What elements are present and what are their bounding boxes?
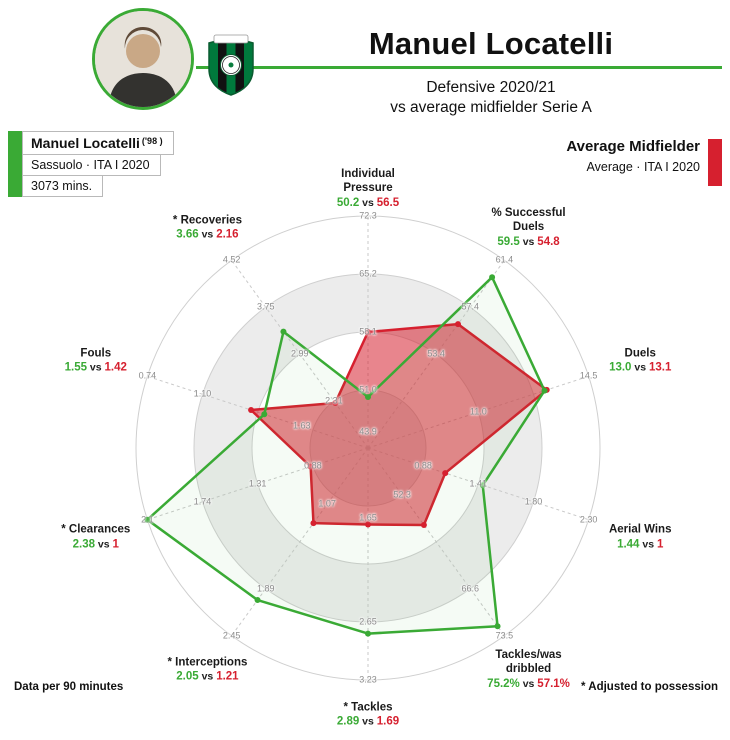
player-vertex-dot [479, 482, 486, 489]
player-vertex-dot [261, 411, 268, 418]
player-vertex-dot [365, 630, 371, 637]
player-color-bar [8, 131, 22, 197]
average-name: Average Midfielder [566, 138, 700, 155]
average-sub: Average · ITA I 2020 [586, 160, 701, 174]
player-club: Sassuolo · ITA I 2020 [22, 154, 161, 176]
page-title: Manuel Locatelli [368, 26, 614, 61]
player-name-row: Manuel Locatelli ('98 ) [22, 131, 174, 155]
player-card: Manuel Locatelli ('98 ) Sassuolo · ITA I … [0, 131, 174, 197]
player-minutes: 3073 mins. [22, 175, 104, 197]
subtitle-line-2: vs average midfielder Serie A [390, 99, 592, 117]
player-vertex-dot [280, 328, 287, 335]
average-vertex-dot [455, 321, 462, 328]
subtitle-line-1: Defensive 2020/21 [426, 79, 556, 96]
average-card: Average Midfielder Average · ITA I 2020 [566, 138, 730, 186]
player-birth-year: ('98 ) [141, 136, 163, 146]
player-photo [92, 8, 194, 110]
average-vertex-dot [365, 521, 371, 528]
player-name: Manuel Locatelli [31, 135, 140, 151]
sassuolo-badge [206, 32, 256, 98]
player-vertex-dot [144, 516, 151, 523]
title-underline [196, 66, 722, 69]
player-vertex-dot [489, 274, 496, 281]
average-vertex-dot [365, 329, 371, 335]
note-data-per-90: Data per 90 minutes [14, 681, 124, 693]
average-vertex-dot [420, 521, 427, 528]
player-vertex-dot [494, 623, 501, 630]
average-vertex-dot [248, 407, 255, 414]
average-vertex-dot [442, 470, 449, 477]
average-vertex-dot [307, 463, 314, 470]
player-photo-silhouette [95, 11, 191, 107]
sassuolo-badge-art [208, 34, 254, 96]
player-vertex-dot [365, 393, 371, 400]
average-vertex-dot [310, 520, 317, 527]
subtitle: Defensive 2020/21 vs average midfielder … [262, 78, 720, 119]
note-adjusted-to-possession: * Adjusted to possession [581, 681, 718, 693]
average-vertex-dot [332, 399, 339, 406]
player-vertex-dot [254, 597, 261, 604]
player-vertex-dot [541, 387, 548, 394]
average-color-bar [708, 139, 722, 186]
